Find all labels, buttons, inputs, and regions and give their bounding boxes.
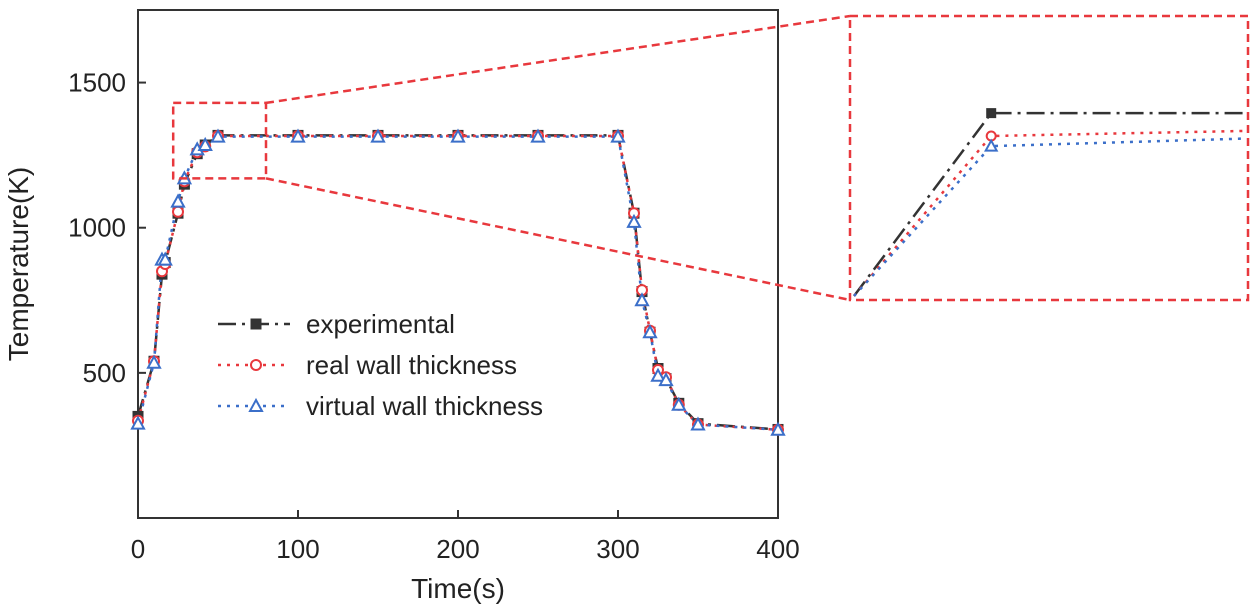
inset-line-3 bbox=[853, 137, 1247, 297]
legend-label: real wall thickness bbox=[306, 350, 517, 380]
axis-ticks: 0 100 200 300 400 500 1000 1500 bbox=[68, 68, 800, 564]
data-point bbox=[650, 367, 666, 382]
inset-line-2 bbox=[853, 129, 1247, 297]
data-point bbox=[172, 205, 184, 218]
data-point bbox=[770, 421, 786, 436]
zoom-callout bbox=[171, 14, 1250, 302]
connector-line bbox=[265, 177, 851, 302]
plot-frame bbox=[137, 9, 779, 519]
data-point bbox=[290, 128, 306, 143]
data-point bbox=[530, 128, 546, 143]
legend-marker bbox=[250, 318, 262, 330]
x-tick-label: 400 bbox=[756, 534, 799, 564]
x-tick-label: 100 bbox=[276, 534, 319, 564]
data-point bbox=[610, 128, 626, 143]
inset-frame bbox=[848, 14, 1250, 302]
legend-label: experimental bbox=[306, 309, 455, 339]
y-tick-label: 1000 bbox=[68, 213, 126, 243]
legend-marker bbox=[248, 397, 264, 412]
inset-data-point bbox=[984, 138, 999, 152]
data-point bbox=[626, 213, 642, 228]
series-line-3 bbox=[136, 135, 779, 432]
data-point bbox=[210, 128, 226, 143]
legend-marker bbox=[250, 359, 262, 371]
data-point bbox=[146, 354, 162, 369]
data-point bbox=[690, 416, 706, 431]
x-tick-label: 300 bbox=[596, 534, 639, 564]
series-markers bbox=[130, 128, 786, 436]
data-point bbox=[658, 372, 674, 387]
y-tick-label: 1500 bbox=[68, 68, 126, 98]
y-axis-title: Temperature(K) bbox=[3, 167, 34, 362]
legend-label: virtual wall thickness bbox=[306, 391, 543, 421]
zoom-source-box bbox=[171, 101, 268, 180]
inset-data-point bbox=[986, 108, 997, 119]
series-line-2 bbox=[136, 134, 779, 432]
x-tick-label: 0 bbox=[131, 534, 145, 564]
inset-line-1 bbox=[853, 111, 1246, 297]
x-axis-title: Time(s) bbox=[411, 573, 505, 604]
data-point bbox=[634, 292, 650, 307]
data-point bbox=[197, 136, 213, 151]
x-tick-label: 200 bbox=[436, 534, 479, 564]
y-tick-label: 500 bbox=[83, 358, 126, 388]
legend: experimental real wall thickness virtual w… bbox=[218, 309, 543, 421]
data-point bbox=[157, 251, 173, 266]
data-point bbox=[370, 128, 386, 143]
data-point bbox=[130, 415, 146, 430]
data-point bbox=[671, 396, 687, 411]
data-point bbox=[450, 128, 466, 143]
data-point bbox=[642, 324, 658, 339]
connector-line bbox=[265, 14, 851, 105]
data-point bbox=[170, 193, 186, 208]
